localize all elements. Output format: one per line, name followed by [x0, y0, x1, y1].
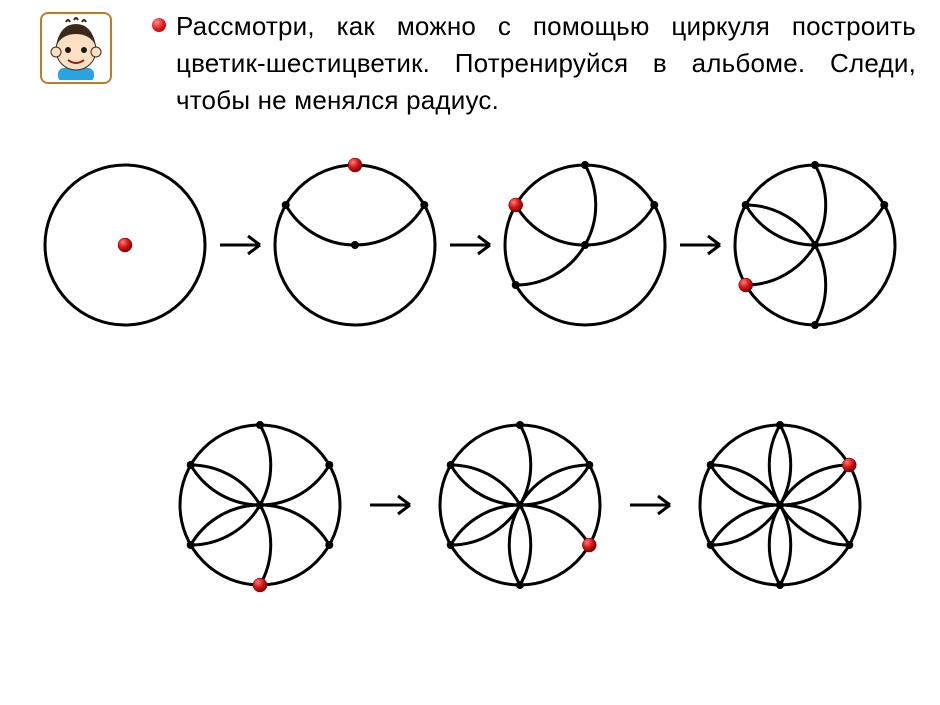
child-face-icon: [44, 16, 108, 80]
step-1: [45, 165, 205, 325]
page: Рассмотри, как можно с помощью циркуля п…: [0, 0, 940, 705]
task-instruction-text: Рассмотри, как можно с помощью циркуля п…: [176, 8, 916, 119]
task-bullet-icon: [152, 18, 166, 32]
step-3: [505, 161, 665, 325]
arrow-icon: [630, 496, 670, 514]
arrow-icon: [450, 236, 490, 254]
step-4: [735, 161, 895, 329]
step-7: [700, 421, 860, 589]
arrow-icon: [370, 496, 410, 514]
step-2: [275, 158, 435, 325]
avatar-image: [40, 12, 112, 84]
step-6: [440, 421, 600, 589]
flower-construction-steps: [0, 140, 940, 700]
arrow-icon: [680, 236, 720, 254]
construction-diagram: [0, 140, 940, 700]
arrow-icon: [220, 236, 260, 254]
step-5: [180, 421, 340, 592]
